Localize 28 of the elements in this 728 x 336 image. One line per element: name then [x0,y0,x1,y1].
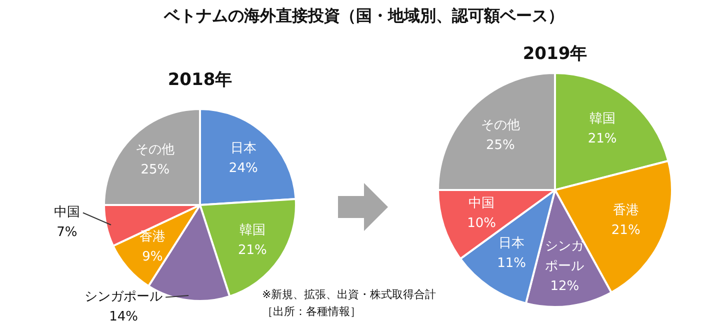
slice-label: シンガポール [84,290,163,305]
slice-label: 日本 [230,141,256,156]
chart-title: 2019年 [522,43,588,65]
data-label: 11% [497,256,526,272]
data-label: 25% [140,162,170,178]
slice-label: 中国 [54,205,80,220]
text: ※新規、拡張、出資・株式取得合計 [262,287,436,302]
chart-subtitle: 2018年 [168,69,232,91]
slice-label: 韓国 [239,222,266,238]
slice-label: その他 [480,118,520,133]
data-label: 10% [467,216,496,232]
slice-label: 韓国 [589,111,616,126]
text: ［出所：各種情報］ [262,304,361,319]
data-label: 7% [56,225,78,240]
data-label: 21% [611,223,640,238]
data-label: 14% [109,310,138,325]
slice-label: 日本 [498,236,525,252]
data-label: 12% [550,278,580,294]
data-label: 25% [486,138,515,153]
data-label: 9% [142,249,163,264]
slice-label: 中国 [468,196,495,212]
data-label: 21% [588,131,617,146]
data-label: 21% [238,242,267,258]
text: ベトナムの海外直接投資（国・地域別、認可額ベース） [164,6,564,27]
slice-label: その他 [136,142,175,158]
data-label: 24% [228,161,258,176]
slice-label: 香港 [612,203,639,218]
slice-label: シンガポール [545,238,586,274]
